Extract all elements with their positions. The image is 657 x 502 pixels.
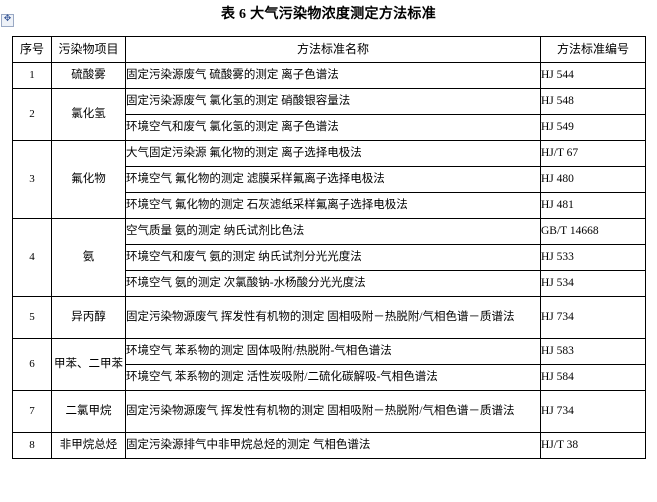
cell-pollutant-item: 氯化氢	[51, 88, 126, 141]
cell-method-name: 空气质量 氨的测定 纳氏试剂比色法	[125, 218, 541, 245]
cell-method-code: HJ 544	[540, 62, 646, 89]
cell-method-name: 固定污染源废气 硫酸雾的测定 离子色谱法	[125, 62, 541, 89]
table-row: 2 氯化氢 固定污染源废气 氯化氢的测定 硝酸银容量法 HJ 548	[12, 88, 646, 141]
cell-method-code: HJ 583	[540, 338, 646, 365]
cell-pollutant-item: 氨	[51, 218, 126, 297]
cell-pollutant-item: 非甲烷总烃	[51, 432, 126, 459]
table-row: 环境空气 氟化物的测定 滤膜采样氟离子选择电极法 HJ 480	[13, 166, 646, 193]
cell-method-code: HJ/T 38	[540, 432, 646, 459]
cell-pollutant-item: 异丙醇	[51, 296, 126, 339]
cell-serial-number: 4	[12, 218, 52, 297]
cell-method-name: 环境空气和废气 氨的测定 纳氏试剂分光光度法	[125, 244, 541, 271]
table-container: 序号 污染物项目 方法标准名称 方法标准编号 1 硫酸雾 固定污染源废气 硫酸雾的测…	[12, 36, 646, 459]
cell-method-code: HJ 734	[540, 296, 646, 339]
column-header-pollutant-item: 污染物项目	[51, 36, 126, 63]
cell-method-name: 环境空气 氟化物的测定 石灰滤纸采样氟离子选择电极法	[125, 192, 541, 219]
table-row: 8 非甲烷总烃 固定污染源排气中非甲烷总烃的测定 气相色谱法 HJ/T 38	[12, 432, 646, 459]
table-body: 1 硫酸雾 固定污染源废气 硫酸雾的测定 离子色谱法 HJ 544 2 氯化氢 固定污染源废…	[12, 62, 646, 459]
table-row: 1 硫酸雾 固定污染源废气 硫酸雾的测定 离子色谱法 HJ 544	[12, 62, 646, 89]
cell-method-name: 环境空气和废气 氯化氢的测定 离子色谱法	[125, 114, 541, 141]
cell-method-name: 大气固定污染源 氟化物的测定 离子选择电极法	[125, 140, 541, 167]
cell-method-code: HJ/T 67	[540, 140, 646, 167]
cell-serial-number: 3	[12, 140, 52, 219]
cell-method-code: HJ 549	[540, 114, 646, 141]
cell-method-code: HJ 480	[540, 166, 646, 193]
cell-method-name: 环境空气 氨的测定 次氯酸钠-水杨酸分光光度法	[125, 270, 541, 297]
move-table-handle-icon[interactable]: ✥	[1, 14, 14, 27]
table-header: 序号 污染物项目 方法标准名称 方法标准编号	[12, 36, 646, 63]
cell-serial-number: 6	[12, 338, 52, 391]
table-row: 3 氟化物 大气固定污染源 氟化物的测定 离子选择电极法 HJ/T 67	[12, 140, 646, 219]
table-row: 6 甲苯、二甲苯 环境空气 苯系物的测定 固体吸附/热脱附-气相色谱法 HJ 583	[12, 338, 646, 391]
page-title: 表 6 大气污染物浓度测定方法标准	[220, 7, 437, 22]
cell-pollutant-item: 二氯甲烷	[51, 390, 126, 433]
cell-method-name: 固定污染物源废气 挥发性有机物的测定 固相吸附－热脱附/气相色谱－质谱法	[125, 296, 541, 339]
table-row: 环境空气 氟化物的测定 石灰滤纸采样氟离子选择电极法 HJ 481	[13, 192, 646, 219]
column-header-no: 序号	[12, 36, 52, 63]
cell-method-code: HJ 584	[540, 364, 646, 391]
cell-pollutant-item: 硫酸雾	[51, 62, 126, 89]
cell-serial-number: 1	[12, 62, 52, 89]
cell-method-name: 环境空气 苯系物的测定 固体吸附/热脱附-气相色谱法	[125, 338, 541, 365]
table-row: 环境空气和废气 氯化氢的测定 离子色谱法 HJ 549	[13, 114, 646, 141]
cell-serial-number: 8	[12, 432, 52, 459]
table-row: 4 氨空气质量 氨的测定 纳氏试剂比色法 GB/T 14668	[12, 218, 646, 297]
cell-pollutant-item: 甲苯、二甲苯	[51, 338, 126, 391]
cell-method-name: 固定污染源废气 氯化氢的测定 硝酸银容量法	[125, 88, 541, 115]
cell-method-name: 环境空气 苯系物的测定 活性炭吸附/二硫化碳解吸-气相色谱法	[125, 364, 541, 391]
cell-pollutant-item: 氟化物	[51, 140, 126, 219]
column-header-method-code: 方法标准编号	[540, 36, 646, 63]
cell-serial-number: 2	[12, 88, 52, 141]
cell-method-name: 固定污染物源废气 挥发性有机物的测定 固相吸附－热脱附/气相色谱－质谱法	[125, 390, 541, 433]
column-header-method-name: 方法标准名称	[125, 36, 541, 63]
table-header-row: 序号 污染物项目 方法标准名称 方法标准编号	[12, 36, 646, 63]
cell-serial-number: 5	[12, 296, 52, 339]
cell-method-name: 环境空气 氟化物的测定 滤膜采样氟离子选择电极法	[125, 166, 541, 193]
cell-method-name: 固定污染源排气中非甲烷总烃的测定 气相色谱法	[125, 432, 541, 459]
table-row: 环境空气和废气 氨的测定 纳氏试剂分光光度法 HJ 533	[13, 244, 646, 271]
cell-method-code: HJ 534	[540, 270, 646, 297]
cell-method-code: HJ 734	[540, 390, 646, 433]
cell-method-code: GB/T 14668	[540, 218, 646, 245]
table-row: 7 二氯甲烷 固定污染物源废气 挥发性有机物的测定 固相吸附－热脱附/气相色谱－质谱…	[12, 390, 646, 433]
cell-method-code: HJ 481	[540, 192, 646, 219]
table-row: 5 异丙醇 固定污染物源废气 挥发性有机物的测定 固相吸附－热脱附/气相色谱－质谱法…	[12, 296, 646, 339]
cell-serial-number: 7	[12, 390, 52, 433]
cell-method-code: HJ 533	[540, 244, 646, 271]
pollutant-method-standards-table: 序号 污染物项目 方法标准名称 方法标准编号 1 硫酸雾 固定污染源废气 硫酸雾的测…	[12, 36, 646, 459]
cell-method-code: HJ 548	[540, 88, 646, 115]
